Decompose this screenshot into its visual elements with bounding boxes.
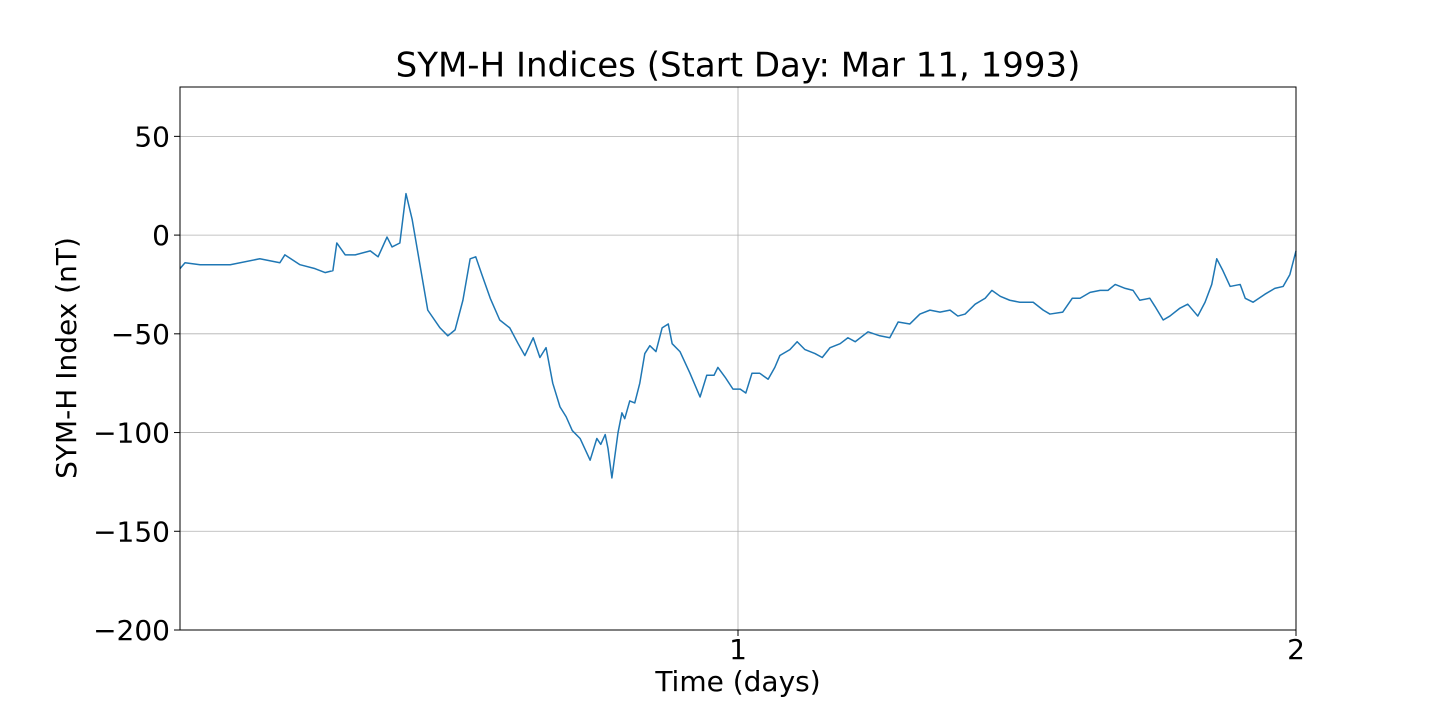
data-line [179, 192, 1297, 479]
y-tick-label: 50 [134, 120, 170, 153]
y-tick-label: 0 [152, 219, 170, 252]
x-axis-label: Time (days) [654, 665, 820, 698]
chart-title: SYM-H Indices (Start Day: Mar 11, 1993) [396, 46, 1081, 86]
y-axis-label: SYM-H Index (nT) [50, 237, 83, 479]
y-tick-label: −200 [93, 614, 170, 647]
y-tick-label: −100 [93, 417, 170, 450]
y-tick-label: −150 [93, 515, 170, 548]
y-tick-label: −50 [111, 318, 170, 351]
x-tick-label: 2 [1287, 633, 1305, 666]
x-tick-label: 1 [729, 633, 747, 666]
plot-area [179, 192, 1297, 479]
